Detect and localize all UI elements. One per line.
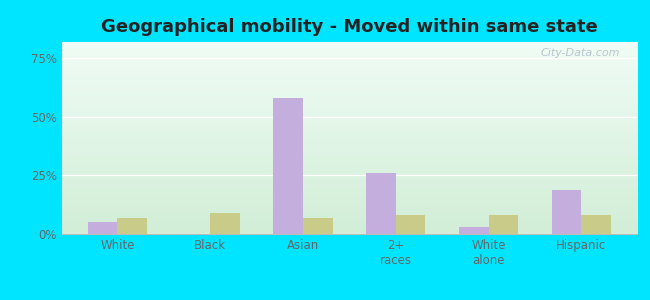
Title: Geographical mobility - Moved within same state: Geographical mobility - Moved within sam… — [101, 18, 598, 36]
Bar — [88, 222, 118, 234]
Bar — [210, 213, 240, 234]
Bar — [396, 215, 426, 234]
Bar — [552, 190, 581, 234]
Bar — [459, 227, 489, 234]
Text: City-Data.com: City-Data.com — [540, 48, 619, 58]
Bar — [581, 215, 611, 234]
Bar — [118, 218, 147, 234]
Bar — [489, 215, 518, 234]
Bar — [273, 98, 303, 234]
Bar — [303, 218, 333, 234]
Bar — [366, 173, 396, 234]
